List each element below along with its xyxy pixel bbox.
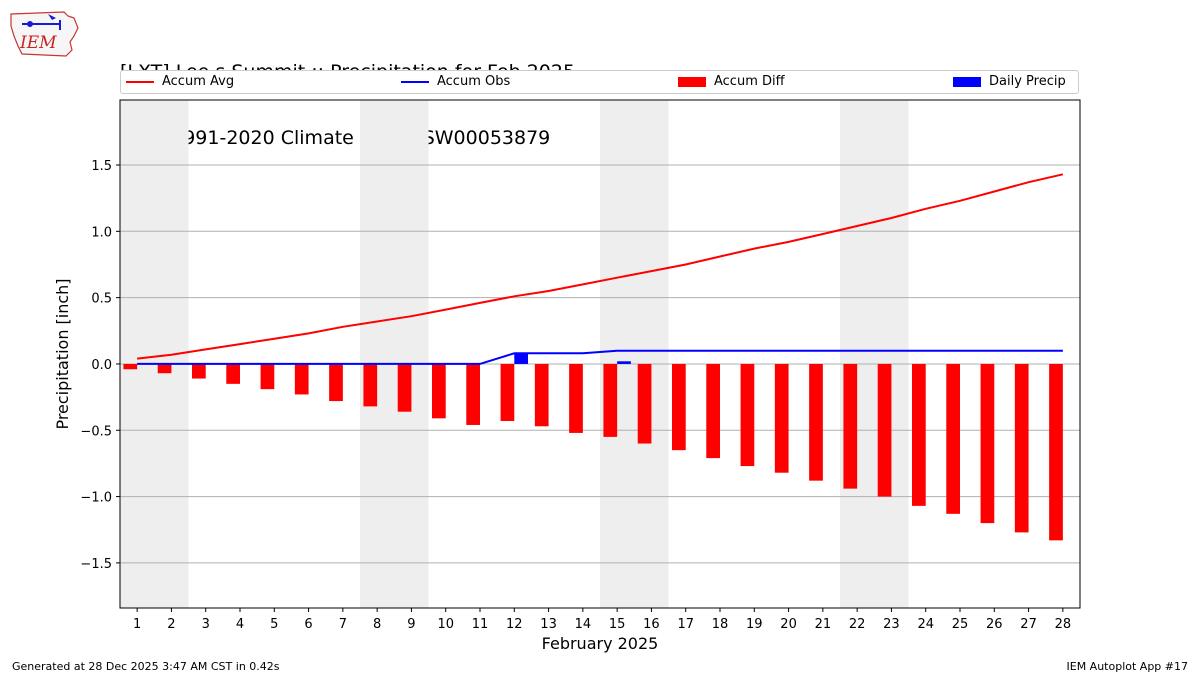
svg-text:IEM: IEM (19, 33, 57, 53)
app-note: IEM Autoplot App #17 (1066, 660, 1189, 673)
x-tick-label: 8 (373, 617, 381, 632)
accum-avg-line (136, 173, 1064, 360)
accum-diff-bar (774, 363, 789, 473)
legend-label-daily-precip: Daily Precip (989, 74, 1066, 89)
y-tick-label: 1.0 (91, 225, 112, 240)
x-tick-label: 15 (609, 617, 626, 632)
y-tick-label: −1.0 (80, 491, 112, 506)
daily-precip-bar (617, 361, 631, 364)
plot-frame (119, 99, 1081, 609)
legend-label-accum-obs: Accum Obs (437, 74, 511, 89)
accum-diff-bar (226, 363, 240, 384)
accum-diff-bar (123, 363, 138, 370)
accum-diff-bar (740, 363, 755, 467)
x-tick-label: 18 (712, 617, 729, 632)
accum-diff-bar (466, 363, 480, 425)
accum-diff-bar (432, 363, 446, 419)
x-tick-label: 6 (304, 617, 312, 632)
x-tick-label: 27 (1020, 617, 1037, 632)
y-tick-label: 0.0 (91, 358, 112, 373)
x-tick-label: 17 (677, 617, 694, 632)
accum-diff-bar (294, 363, 309, 395)
weekend-shade-2 (600, 100, 669, 608)
x-tick-label: 9 (407, 617, 415, 632)
legend-label-accum-avg: Accum Avg (162, 74, 235, 89)
y-tick-label: −1.5 (80, 557, 112, 572)
x-tick-label: 19 (746, 617, 763, 632)
x-tick-label: 23 (883, 617, 900, 632)
accum-diff-bar (329, 363, 343, 402)
accum-diff-bar (500, 363, 515, 421)
accum-diff-bar (637, 363, 652, 444)
accum-diff-bar (672, 363, 686, 451)
accum-diff-bar (397, 363, 412, 412)
x-tick-label: 3 (202, 617, 210, 632)
accum-diff-bar (157, 363, 172, 374)
legend-swatch-daily-precip (953, 76, 981, 87)
accum-diff-bar (980, 363, 995, 524)
x-tick-label: 22 (849, 617, 866, 632)
x-tick-label: 16 (643, 617, 660, 632)
accum-diff-bar (534, 363, 549, 427)
x-tick-label: 26 (986, 617, 1003, 632)
x-axis-label: February 2025 (542, 634, 659, 653)
x-tick-label: 28 (1055, 617, 1072, 632)
y-tick-label: −0.5 (80, 424, 112, 439)
x-tick-label: 7 (339, 617, 347, 632)
accum-diff-bar (809, 363, 823, 481)
x-tick-label: 21 (815, 617, 832, 632)
accum-diff-bar (569, 363, 583, 433)
daily-precip-bar (514, 353, 528, 364)
accum-diff-bar (877, 363, 892, 497)
x-tick-label: 12 (506, 617, 523, 632)
x-tick-label: 14 (575, 617, 592, 632)
legend-item-daily-precip: Daily Precip (953, 74, 1066, 89)
accum-diff-bar (192, 363, 206, 379)
accum-obs-line (137, 349, 1063, 365)
y-axis-label: Precipitation [inch] (53, 278, 72, 429)
iem-logo: IEM (8, 6, 82, 60)
x-tick-label: 25 (952, 617, 969, 632)
x-tick-label: 4 (236, 617, 244, 632)
legend-swatch-accum-avg (126, 80, 154, 83)
accum-diff-bar (912, 363, 926, 506)
legend-label-accum-diff: Accum Diff (714, 74, 785, 89)
legend-swatch-accum-diff (678, 76, 706, 87)
x-tick-label: 10 (437, 617, 454, 632)
accum-diff-bar (1014, 363, 1029, 533)
x-tick-label: 11 (472, 617, 489, 632)
chart-legend: Accum Avg Accum Obs Accum Diff Daily Pre… (120, 70, 1079, 94)
x-tick-label: 5 (270, 617, 278, 632)
accum-diff-bar (260, 363, 275, 390)
legend-item-accum-obs: Accum Obs (401, 74, 510, 89)
legend-item-accum-avg: Accum Avg (126, 74, 234, 89)
accum-diff-bar (1049, 363, 1063, 541)
x-tick-label: 2 (167, 617, 175, 632)
legend-swatch-accum-obs (401, 80, 429, 83)
weekend-shade-1 (360, 100, 429, 608)
accum-diff-bar (603, 363, 618, 437)
x-tick-label: 20 (780, 617, 797, 632)
accum-diff-bar (363, 363, 378, 407)
accum-diff-bar (706, 363, 720, 459)
accum-diff-bar (843, 363, 858, 489)
y-tick-label: 0.5 (91, 292, 112, 307)
legend-item-accum-diff: Accum Diff (678, 74, 785, 89)
x-tick-label: 1 (133, 617, 141, 632)
x-tick-label: 24 (917, 617, 934, 632)
accum-diff-bar (946, 363, 960, 514)
weekend-shade-3 (840, 100, 909, 608)
y-tick-label: 1.5 (91, 159, 112, 174)
x-tick-label: 13 (540, 617, 557, 632)
generated-note: Generated at 28 Dec 2025 3:47 AM CST in … (12, 660, 280, 673)
